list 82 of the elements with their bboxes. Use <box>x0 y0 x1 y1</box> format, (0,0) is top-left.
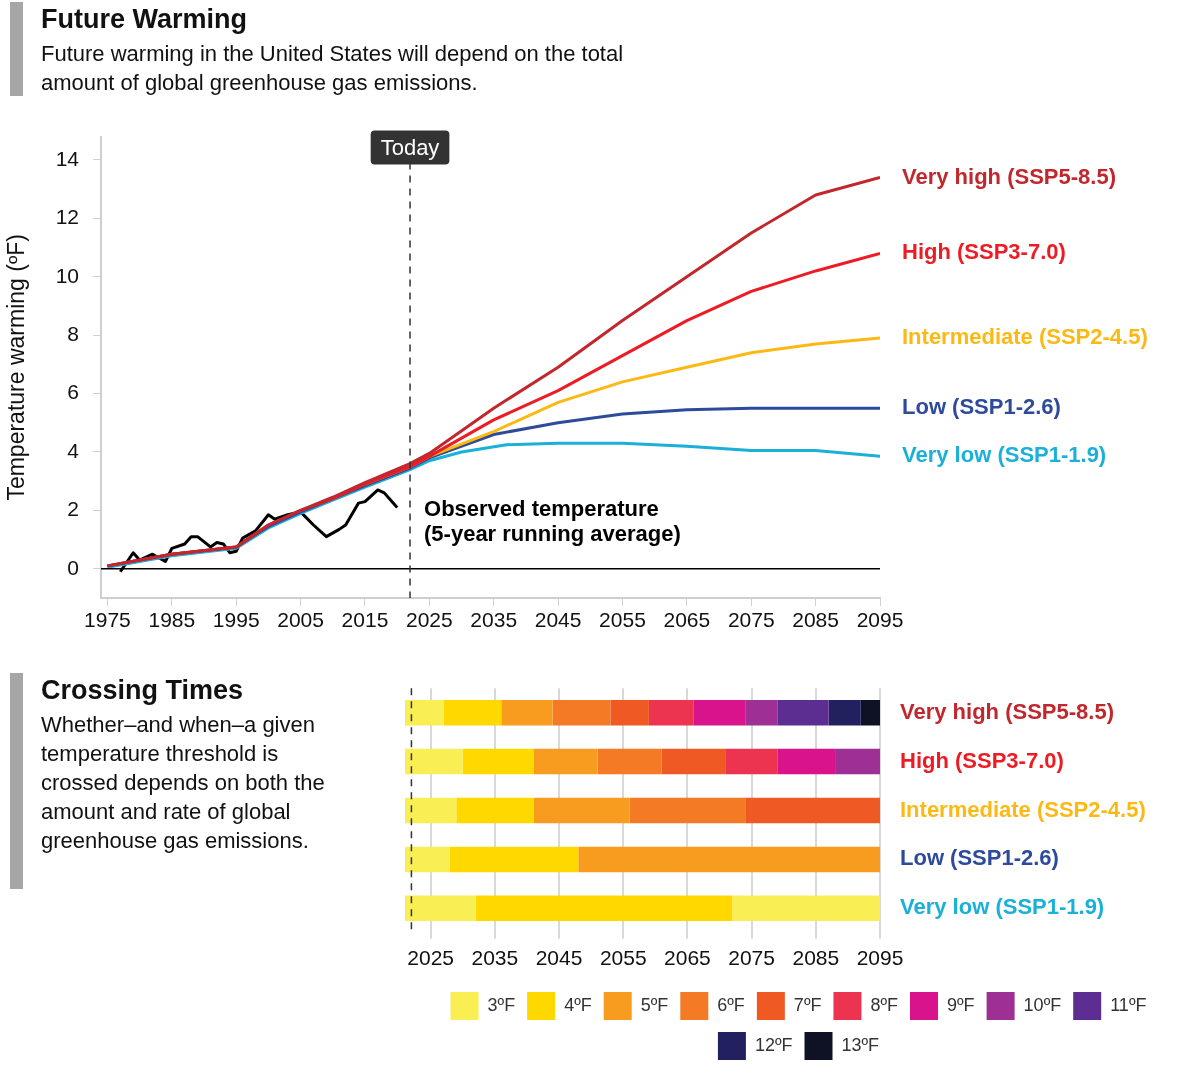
chart-subtitle: Future warming in the United States will depend on the total amount of global greenhouse gas emissions. <box>41 40 625 97</box>
legend-label: 12ºF <box>754 1034 793 1055</box>
x-tick-label: 2045 <box>534 608 582 632</box>
bar <box>597 748 662 775</box>
x-tick-label: 2005 <box>277 608 324 632</box>
y-tick-label: 6 <box>67 380 79 404</box>
y-tick-label: Intermediate (SSP2-4.5) <box>900 796 1146 822</box>
legend-label: 11ºF <box>1110 994 1147 1015</box>
bar <box>405 895 476 922</box>
bar <box>533 748 598 775</box>
legend-label: 7ºF <box>793 994 822 1015</box>
bar <box>405 846 450 873</box>
y-axis-title: Temperature warming (ºF) <box>3 234 30 501</box>
bar <box>828 699 861 726</box>
bar <box>443 699 502 726</box>
bar <box>610 699 649 726</box>
y-tick-label: High (SSP3-7.0) <box>900 747 1064 773</box>
x-tick-label: 2045 <box>535 946 583 970</box>
bar <box>456 797 534 824</box>
x-tick-label: 2085 <box>792 946 840 970</box>
bar <box>725 748 778 775</box>
bar <box>405 797 457 824</box>
bar <box>629 797 746 824</box>
bar <box>835 748 880 775</box>
bar <box>732 895 880 922</box>
y-tick-label: 0 <box>67 555 79 579</box>
y-tick-label: 2 <box>67 497 79 521</box>
x-tick-label: 2025 <box>405 608 453 632</box>
series-label: Observed temperature (5-year running average) <box>424 495 681 546</box>
x-tick-label: 2065 <box>663 608 711 632</box>
x-tick-label: 2055 <box>599 608 646 632</box>
legend-label: 13ºF <box>841 1034 880 1055</box>
x-tick-label: 1985 <box>148 608 196 632</box>
y-tick-label: 10 <box>55 263 79 287</box>
bar <box>405 699 444 726</box>
y-tick-label: Very high (SSP5-8.5) <box>900 698 1114 724</box>
bar <box>533 797 630 824</box>
bar <box>462 748 534 775</box>
bar <box>501 699 553 726</box>
bar <box>449 846 579 873</box>
legend-label: 4ºF <box>564 994 592 1015</box>
y-tick-label: 8 <box>67 321 79 345</box>
legend-label: 3ºF <box>487 994 516 1015</box>
bar <box>777 748 836 775</box>
bar <box>860 699 880 726</box>
x-tick-label: 2095 <box>856 608 904 632</box>
x-tick-label: 2035 <box>471 946 519 970</box>
x-tick-label: 1995 <box>212 608 260 632</box>
x-tick-label: 2075 <box>728 946 775 970</box>
x-tick-label: 1975 <box>84 608 131 632</box>
y-tick-label: 4 <box>67 438 80 462</box>
bar <box>648 699 694 726</box>
x-tick-label: 2025 <box>407 946 455 970</box>
x-tick-label: 2015 <box>341 608 389 632</box>
x-tick-label: 2085 <box>792 608 839 632</box>
ref-line-label: Today <box>380 134 440 160</box>
y-tick-label: 14 <box>55 146 80 170</box>
bar <box>693 699 746 726</box>
y-tick-label: Very low (SSP1-1.9) <box>900 894 1105 920</box>
x-tick-label: 2035 <box>470 608 518 632</box>
legend-label: 9ºF <box>947 994 975 1015</box>
bar <box>745 699 778 726</box>
bar <box>475 895 733 922</box>
x-tick-label: 2075 <box>727 608 775 632</box>
legend-label: 5ºF <box>640 994 669 1015</box>
x-tick-label: 2055 <box>599 946 647 970</box>
y-tick-label: 12 <box>55 205 79 229</box>
y-tick-label: Low (SSP1-2.6) <box>900 845 1059 871</box>
text: Crossing Times <box>41 675 244 706</box>
bar <box>405 748 463 775</box>
bar <box>661 748 726 775</box>
legend-label: 10ºF <box>1023 994 1062 1015</box>
legend-label: 8ºF <box>870 994 899 1015</box>
bar <box>552 699 611 726</box>
chart-title: Future Warming <box>41 4 247 35</box>
x-tick-label: 2095 <box>856 946 904 970</box>
bar <box>578 846 880 873</box>
x-tick-label: 2065 <box>664 946 711 970</box>
text: Whether–and when–a given temperature threshold is crossed depends on both the amount and rate of global greenhouse gas emissions. <box>41 711 326 855</box>
bar <box>745 797 880 824</box>
bar <box>777 699 829 726</box>
legend-label: 6ºF <box>717 994 745 1015</box>
